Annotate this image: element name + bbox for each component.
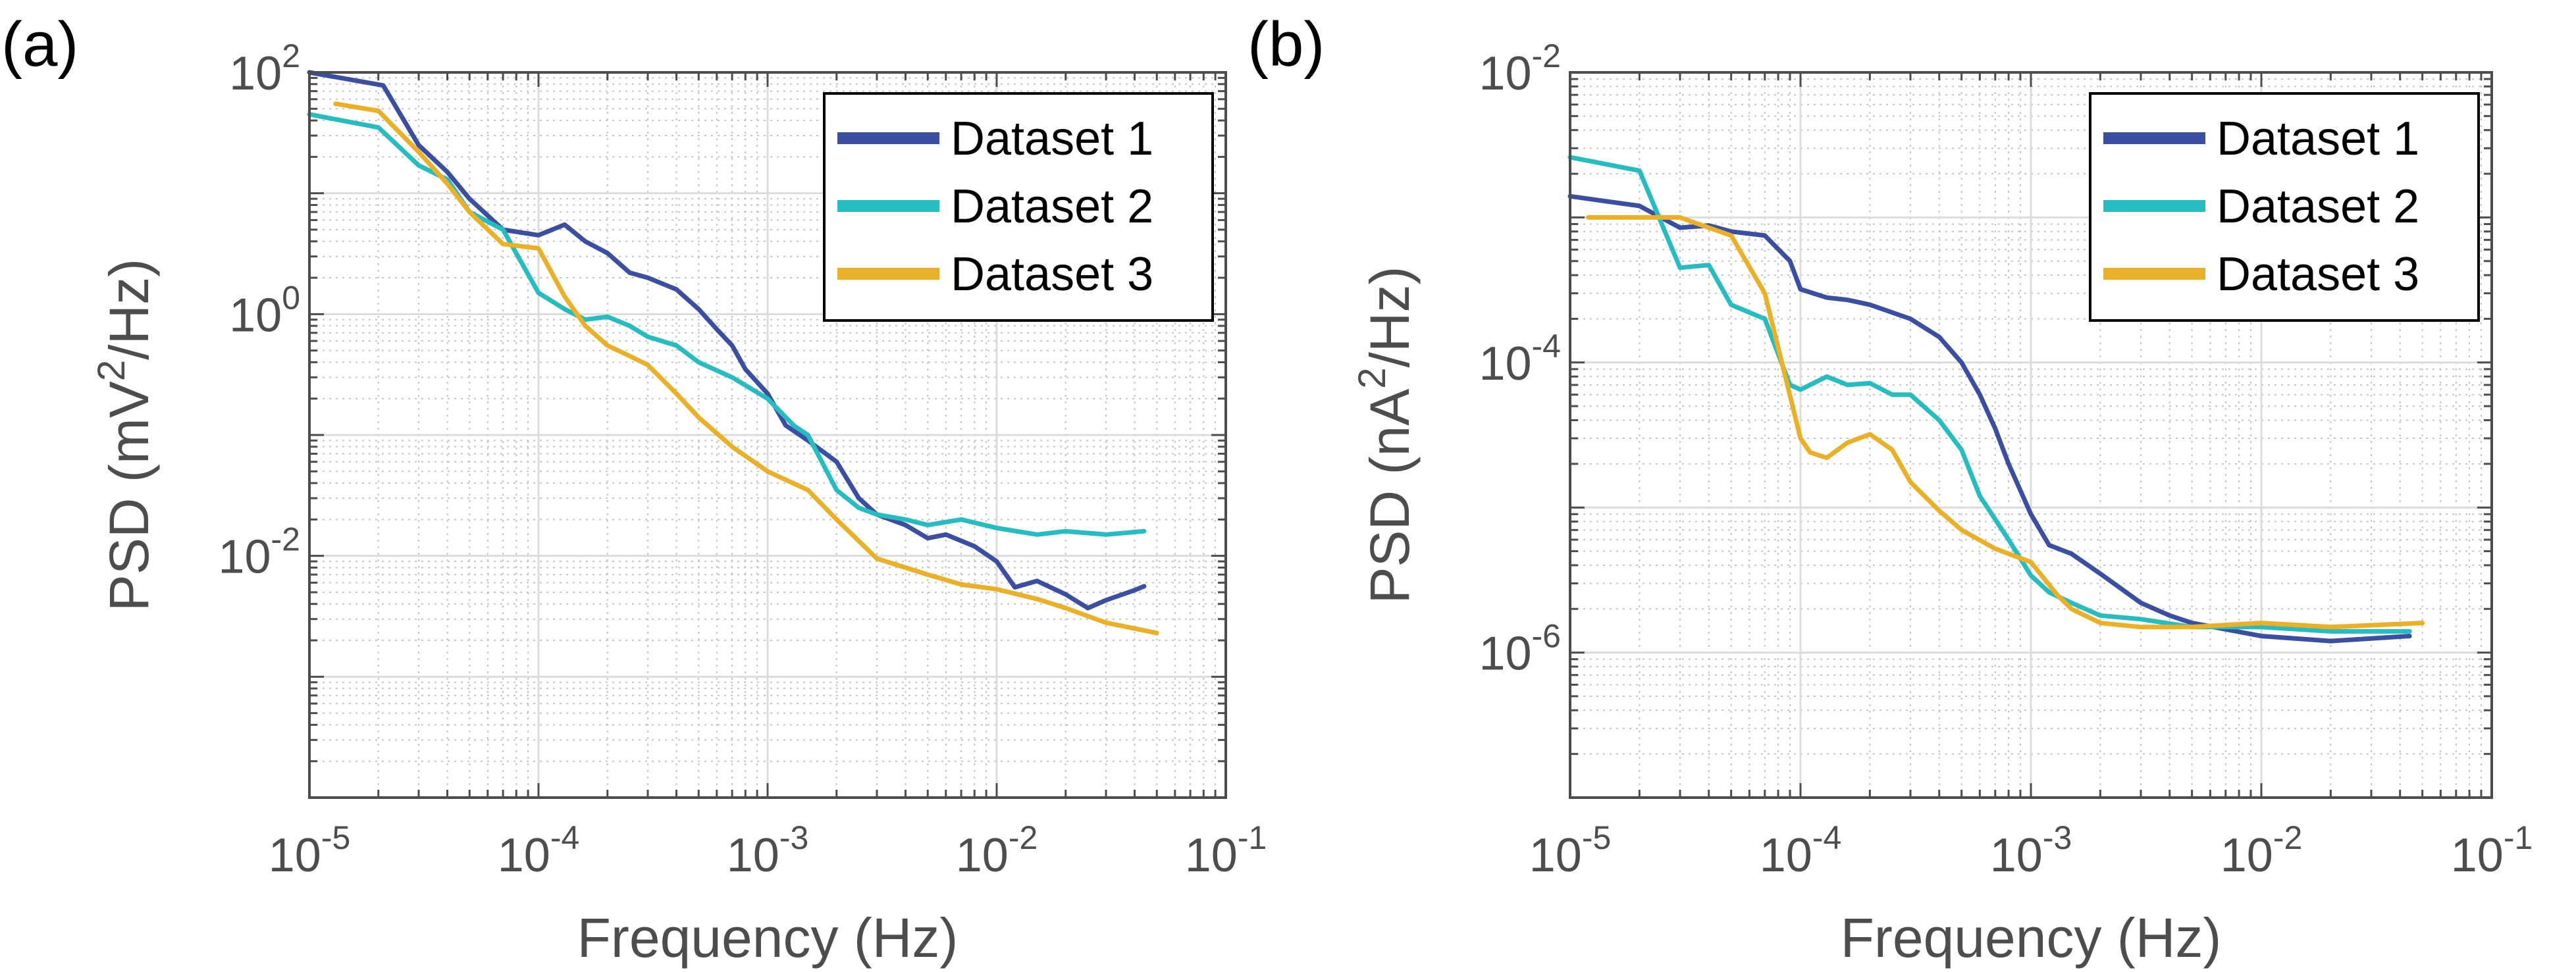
x-tick-label-exponent: -3 (2043, 819, 2072, 856)
y-tick-label-base: 10 (218, 531, 271, 584)
x-tick-label: 10-5 (269, 819, 351, 882)
x-tick-label: 10-1 (1185, 819, 1267, 882)
legend: Dataset 1 Dataset 2 Dataset 3 (2089, 92, 2480, 322)
legend-label: Dataset 2 (951, 180, 1153, 233)
y-axis-label-tail: /Hz) (98, 259, 160, 360)
x-tick-label-exponent: -3 (779, 819, 808, 856)
y-tick-label-exponent: 2 (282, 38, 300, 74)
x-tick-label: 10-3 (727, 819, 809, 882)
y-tick-label-base: 10 (1479, 338, 1531, 390)
x-axis-label: Frequency (Hz) (1841, 907, 2222, 969)
chart-panel-b: 10-5 10-4 10-3 10-2 10-110-210-410-6Frequenc… (1248, 9, 2533, 969)
x-tick-label-base: 10 (2451, 829, 2504, 882)
y-tick-label-exponent: -4 (1532, 328, 1561, 365)
y-tick-label-base: 10 (1479, 47, 1531, 100)
x-tick-label-base: 10 (269, 829, 321, 882)
x-tick-label-exponent: -4 (550, 819, 579, 856)
legend-label: Dataset 1 (951, 113, 1153, 165)
y-tick-label: 100 (229, 279, 300, 342)
axis-ticks (308, 71, 1227, 799)
x-tick-label: 10-3 (1990, 819, 2072, 882)
y-axis-label-base: PSD (nA (1359, 389, 1421, 604)
series-line-dataset-2 (307, 112, 1147, 537)
y-axis-label-tail: /Hz) (1359, 266, 1421, 367)
y-tick-label: 10-6 (1479, 618, 1561, 680)
legend-label: Dataset 2 (2217, 180, 2419, 233)
y-tick-label: 10-2 (1479, 38, 1561, 100)
legend-label: Dataset 3 (2217, 248, 2419, 301)
series-line-dataset-3 (1586, 215, 2425, 630)
series-group (1567, 155, 2425, 644)
legend-label: Dataset 3 (951, 248, 1153, 301)
series-line-dataset-3 (333, 101, 1159, 636)
axis-ticks (1569, 71, 2493, 799)
x-tick-label-exponent: -4 (1812, 819, 1841, 856)
y-tick-label-base: 10 (229, 47, 282, 100)
x-tick-label-exponent: -5 (321, 819, 350, 856)
x-tick-label: 10-2 (2221, 819, 2303, 882)
y-tick-label: 10-4 (1479, 328, 1561, 390)
x-tick-label-exponent: -5 (1582, 819, 1611, 856)
y-tick-label: 102 (229, 38, 300, 100)
series-line-dataset-1 (1567, 193, 2412, 644)
legend-label: Dataset 1 (2217, 113, 2419, 165)
series-line-dataset-2 (1567, 155, 2412, 634)
x-tick-label: 10-4 (498, 819, 580, 882)
x-axis-label: Frequency (Hz) (577, 907, 959, 969)
chart-panel-a: 10-5 10-4 10-3 10-2 10-110210010-2Frequency … (1, 9, 1267, 969)
series-line-dataset-1 (307, 70, 1147, 611)
y-tick-label-base: 10 (229, 289, 282, 342)
y-axis-label-superscript: 2 (1351, 367, 1394, 388)
x-tick-label-exponent: -1 (2504, 819, 2533, 856)
x-tick-label-base: 10 (1185, 829, 1238, 882)
x-tick-label-base: 10 (1529, 829, 1582, 882)
x-tick-label-base: 10 (1990, 829, 2043, 882)
x-tick-label-base: 10 (1760, 829, 1812, 882)
x-tick-label-base: 10 (727, 829, 779, 882)
x-tick-label: 10-5 (1529, 819, 1612, 882)
panel-label: (a) (1, 9, 78, 80)
x-tick-label-base: 10 (2221, 829, 2273, 882)
x-tick-label-exponent: -2 (1009, 819, 1038, 856)
y-tick-label-exponent: -2 (271, 521, 300, 558)
y-tick-label: 10-2 (218, 521, 300, 584)
y-tick-label-base: 10 (1479, 628, 1531, 680)
x-tick-label: 10-4 (1760, 819, 1842, 882)
x-tick-label-base: 10 (498, 829, 550, 882)
x-tick-label: 10-2 (956, 819, 1038, 882)
x-tick-label-base: 10 (956, 829, 1009, 882)
y-axis-label-superscript: 2 (90, 360, 133, 381)
y-tick-label-exponent: -6 (1532, 618, 1561, 655)
y-tick-label-exponent: -2 (1532, 38, 1561, 74)
series-group (307, 70, 1159, 636)
panel-label: (b) (1248, 9, 1325, 80)
legend: Dataset 1 Dataset 2 Dataset 3 (823, 92, 1214, 322)
x-tick-label-exponent: -2 (2273, 819, 2302, 856)
y-axis-label: PSD (mV2/Hz) (90, 259, 160, 611)
x-tick-label: 10-1 (2451, 819, 2533, 882)
y-axis-label: PSD (nA2/Hz) (1351, 266, 1421, 603)
y-tick-label-exponent: 0 (282, 279, 300, 316)
y-axis-label-base: PSD (mV (98, 381, 160, 611)
x-tick-label-exponent: -1 (1238, 819, 1267, 856)
